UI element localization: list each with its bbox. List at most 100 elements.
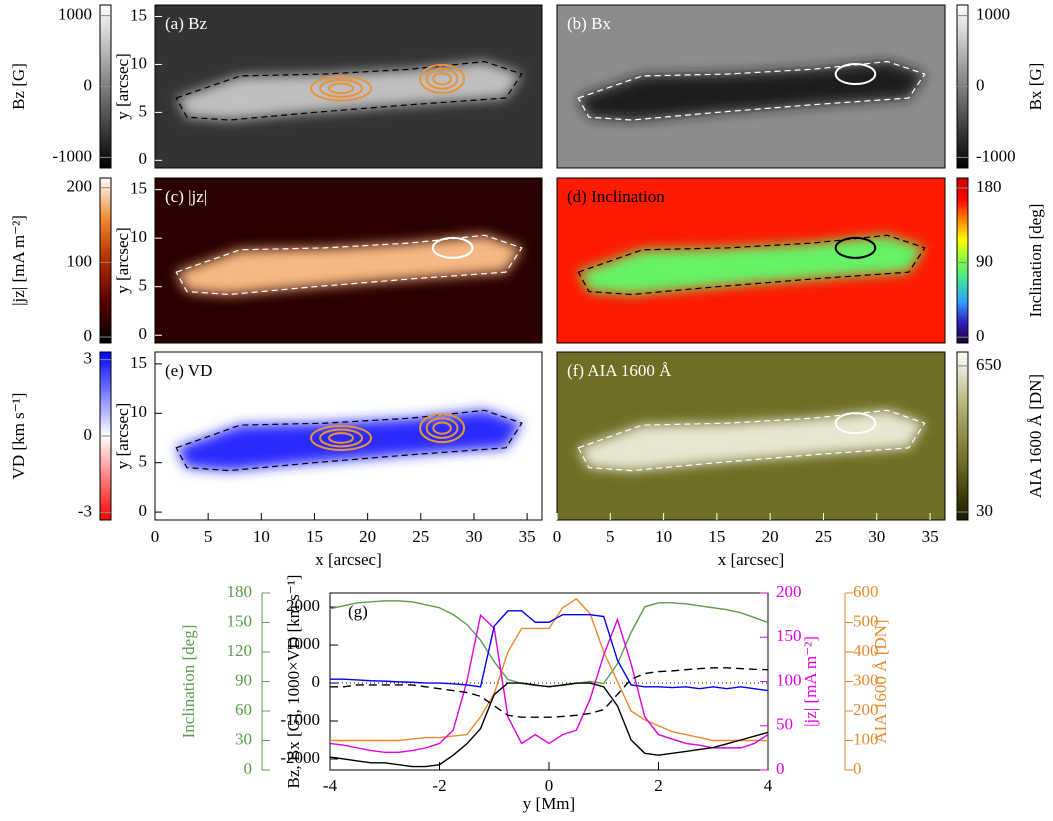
x-tick-label: 30: [465, 527, 482, 546]
x-axis-label: x [arcsec]: [315, 550, 382, 569]
x-tick-label: 20: [359, 527, 376, 546]
colorbar-tick-label: 0: [84, 326, 93, 345]
x-tick-label: 30: [868, 527, 885, 546]
y-tick-label: 0: [853, 759, 862, 778]
colorbar: [100, 178, 111, 343]
series-line: [330, 611, 768, 691]
colorbar-label: Bz [G]: [9, 63, 28, 110]
map-panel: [155, 178, 542, 343]
colorbar-tick-label: -1000: [976, 146, 1016, 165]
x-tick-label: 0: [553, 527, 562, 546]
y-axis-label: y [arcsec]: [113, 53, 132, 120]
y-tick-label: 0: [244, 759, 253, 778]
colorbar-tick-label: 30: [976, 501, 993, 520]
y-tick-label: 15: [130, 353, 147, 372]
x-tick-label: 5: [606, 527, 615, 546]
y-tick-label: 50: [776, 715, 793, 734]
series-line: [330, 683, 768, 767]
x-tick-label: 35: [519, 527, 536, 546]
figure: (a) Bz051015y [arcsec]-100001000Bz [G](b…: [0, 0, 1053, 821]
colorbar-tick-label: 1000: [976, 5, 1010, 24]
y-tick-label: 10: [130, 53, 147, 72]
colorbar-tick-label: 1000: [58, 5, 92, 24]
y-tick-label: 15: [130, 179, 147, 198]
x-tick-label: 0: [151, 527, 160, 546]
series-line: [330, 668, 768, 717]
x-tick-label: 25: [815, 527, 832, 546]
y-tick-label: 5: [139, 101, 148, 120]
x-tick-label: 4: [764, 776, 773, 795]
panel-title: (d) Inclination: [567, 187, 665, 206]
colorbar-tick-label: 100: [67, 251, 93, 270]
x-tick-label: 20: [762, 527, 779, 546]
colorbar-tick-label: 0: [84, 425, 93, 444]
colorbar-label: VD [km s⁻¹]: [9, 393, 28, 480]
y-tick-label: 10: [130, 402, 147, 421]
y-axis-label: AIA 1600 Å [DN]: [871, 619, 890, 743]
colorbar-tick-label: 180: [976, 177, 1002, 196]
y-tick-label: 0: [139, 324, 148, 343]
map-panel: [155, 352, 542, 520]
y-tick-label: 30: [235, 729, 252, 748]
y-axis-label: Inclination [deg]: [179, 625, 198, 739]
x-tick-label: 35: [922, 527, 939, 546]
panel-title: (f) AIA 1600 Å: [567, 361, 672, 380]
x-tick-label: 10: [253, 527, 270, 546]
x-tick-label: -2: [432, 776, 446, 795]
series-line: [330, 599, 768, 741]
colorbar-tick-label: 650: [976, 355, 1002, 374]
y-tick-label: 0: [139, 501, 148, 520]
colorbar-label: Inclination [deg]: [1026, 204, 1045, 318]
y-tick-label: 10: [130, 227, 147, 246]
y-tick-label: 600: [853, 582, 879, 601]
colorbar-tick-label: 90: [976, 251, 993, 270]
x-tick-label: 5: [204, 527, 213, 546]
colorbar: [957, 178, 968, 343]
panel-title: (c) |jz|: [165, 187, 207, 206]
y-tick-label: 150: [776, 626, 802, 645]
y-tick-label: 180: [227, 582, 253, 601]
panel-title: (a) Bz: [165, 14, 207, 33]
map-panel: [557, 5, 945, 168]
page: (a) Bz051015y [arcsec]-100001000Bz [G](b…: [0, 0, 1053, 821]
x-tick-label: 10: [655, 527, 672, 546]
y-tick-label: 0: [312, 672, 321, 691]
y-axis-label: |jz| [mA m⁻²]: [801, 636, 820, 727]
panel-title: (b) Bx: [567, 14, 611, 33]
colorbar: [957, 352, 968, 520]
x-tick-label: 25: [412, 527, 429, 546]
y-tick-label: 0: [776, 759, 785, 778]
colorbar-tick-label: 3: [84, 349, 93, 368]
map-panel: [155, 5, 542, 168]
x-tick-label: 0: [545, 776, 554, 795]
y-tick-label: 100: [776, 670, 802, 689]
y-axis-label: y [arcsec]: [113, 403, 132, 470]
colorbar-label: AIA 1600 Å [DN]: [1026, 374, 1045, 498]
x-tick-label: 2: [654, 776, 663, 795]
series-line: [330, 615, 768, 752]
colorbar-tick-label: 0: [976, 75, 985, 94]
colorbar-tick-label: 200: [67, 177, 93, 196]
x-axis-label: y [Mm]: [523, 794, 575, 813]
x-tick-label: -4: [323, 776, 338, 795]
panel-title: (g): [348, 602, 368, 621]
y-tick-label: 0: [139, 149, 148, 168]
colorbar-tick-label: -3: [78, 501, 92, 520]
colorbar-tick-label: 0: [84, 75, 93, 94]
colorbar-tick-label: 0: [976, 326, 985, 345]
y-tick-label: 150: [227, 611, 253, 630]
y-tick-label: 5: [139, 452, 148, 471]
y-tick-label: 120: [227, 641, 253, 660]
x-tick-label: 15: [306, 527, 323, 546]
x-tick-label: 15: [708, 527, 725, 546]
y-tick-label: 90: [235, 670, 252, 689]
y-tick-label: 200: [776, 582, 802, 601]
y-tick-label: 60: [235, 700, 252, 719]
colorbar-label: Bx [G]: [1026, 63, 1045, 111]
y-tick-label: 15: [130, 5, 147, 24]
colorbar-label: |jz| [mA m⁻²]: [9, 215, 28, 306]
series-line: [330, 601, 768, 687]
y-axis-label: y [arcsec]: [113, 227, 132, 294]
y-axis-label: Bz, Bx [G], 1000×VD [km s⁻¹]: [284, 575, 303, 789]
colorbar-tick-label: -1000: [52, 146, 92, 165]
